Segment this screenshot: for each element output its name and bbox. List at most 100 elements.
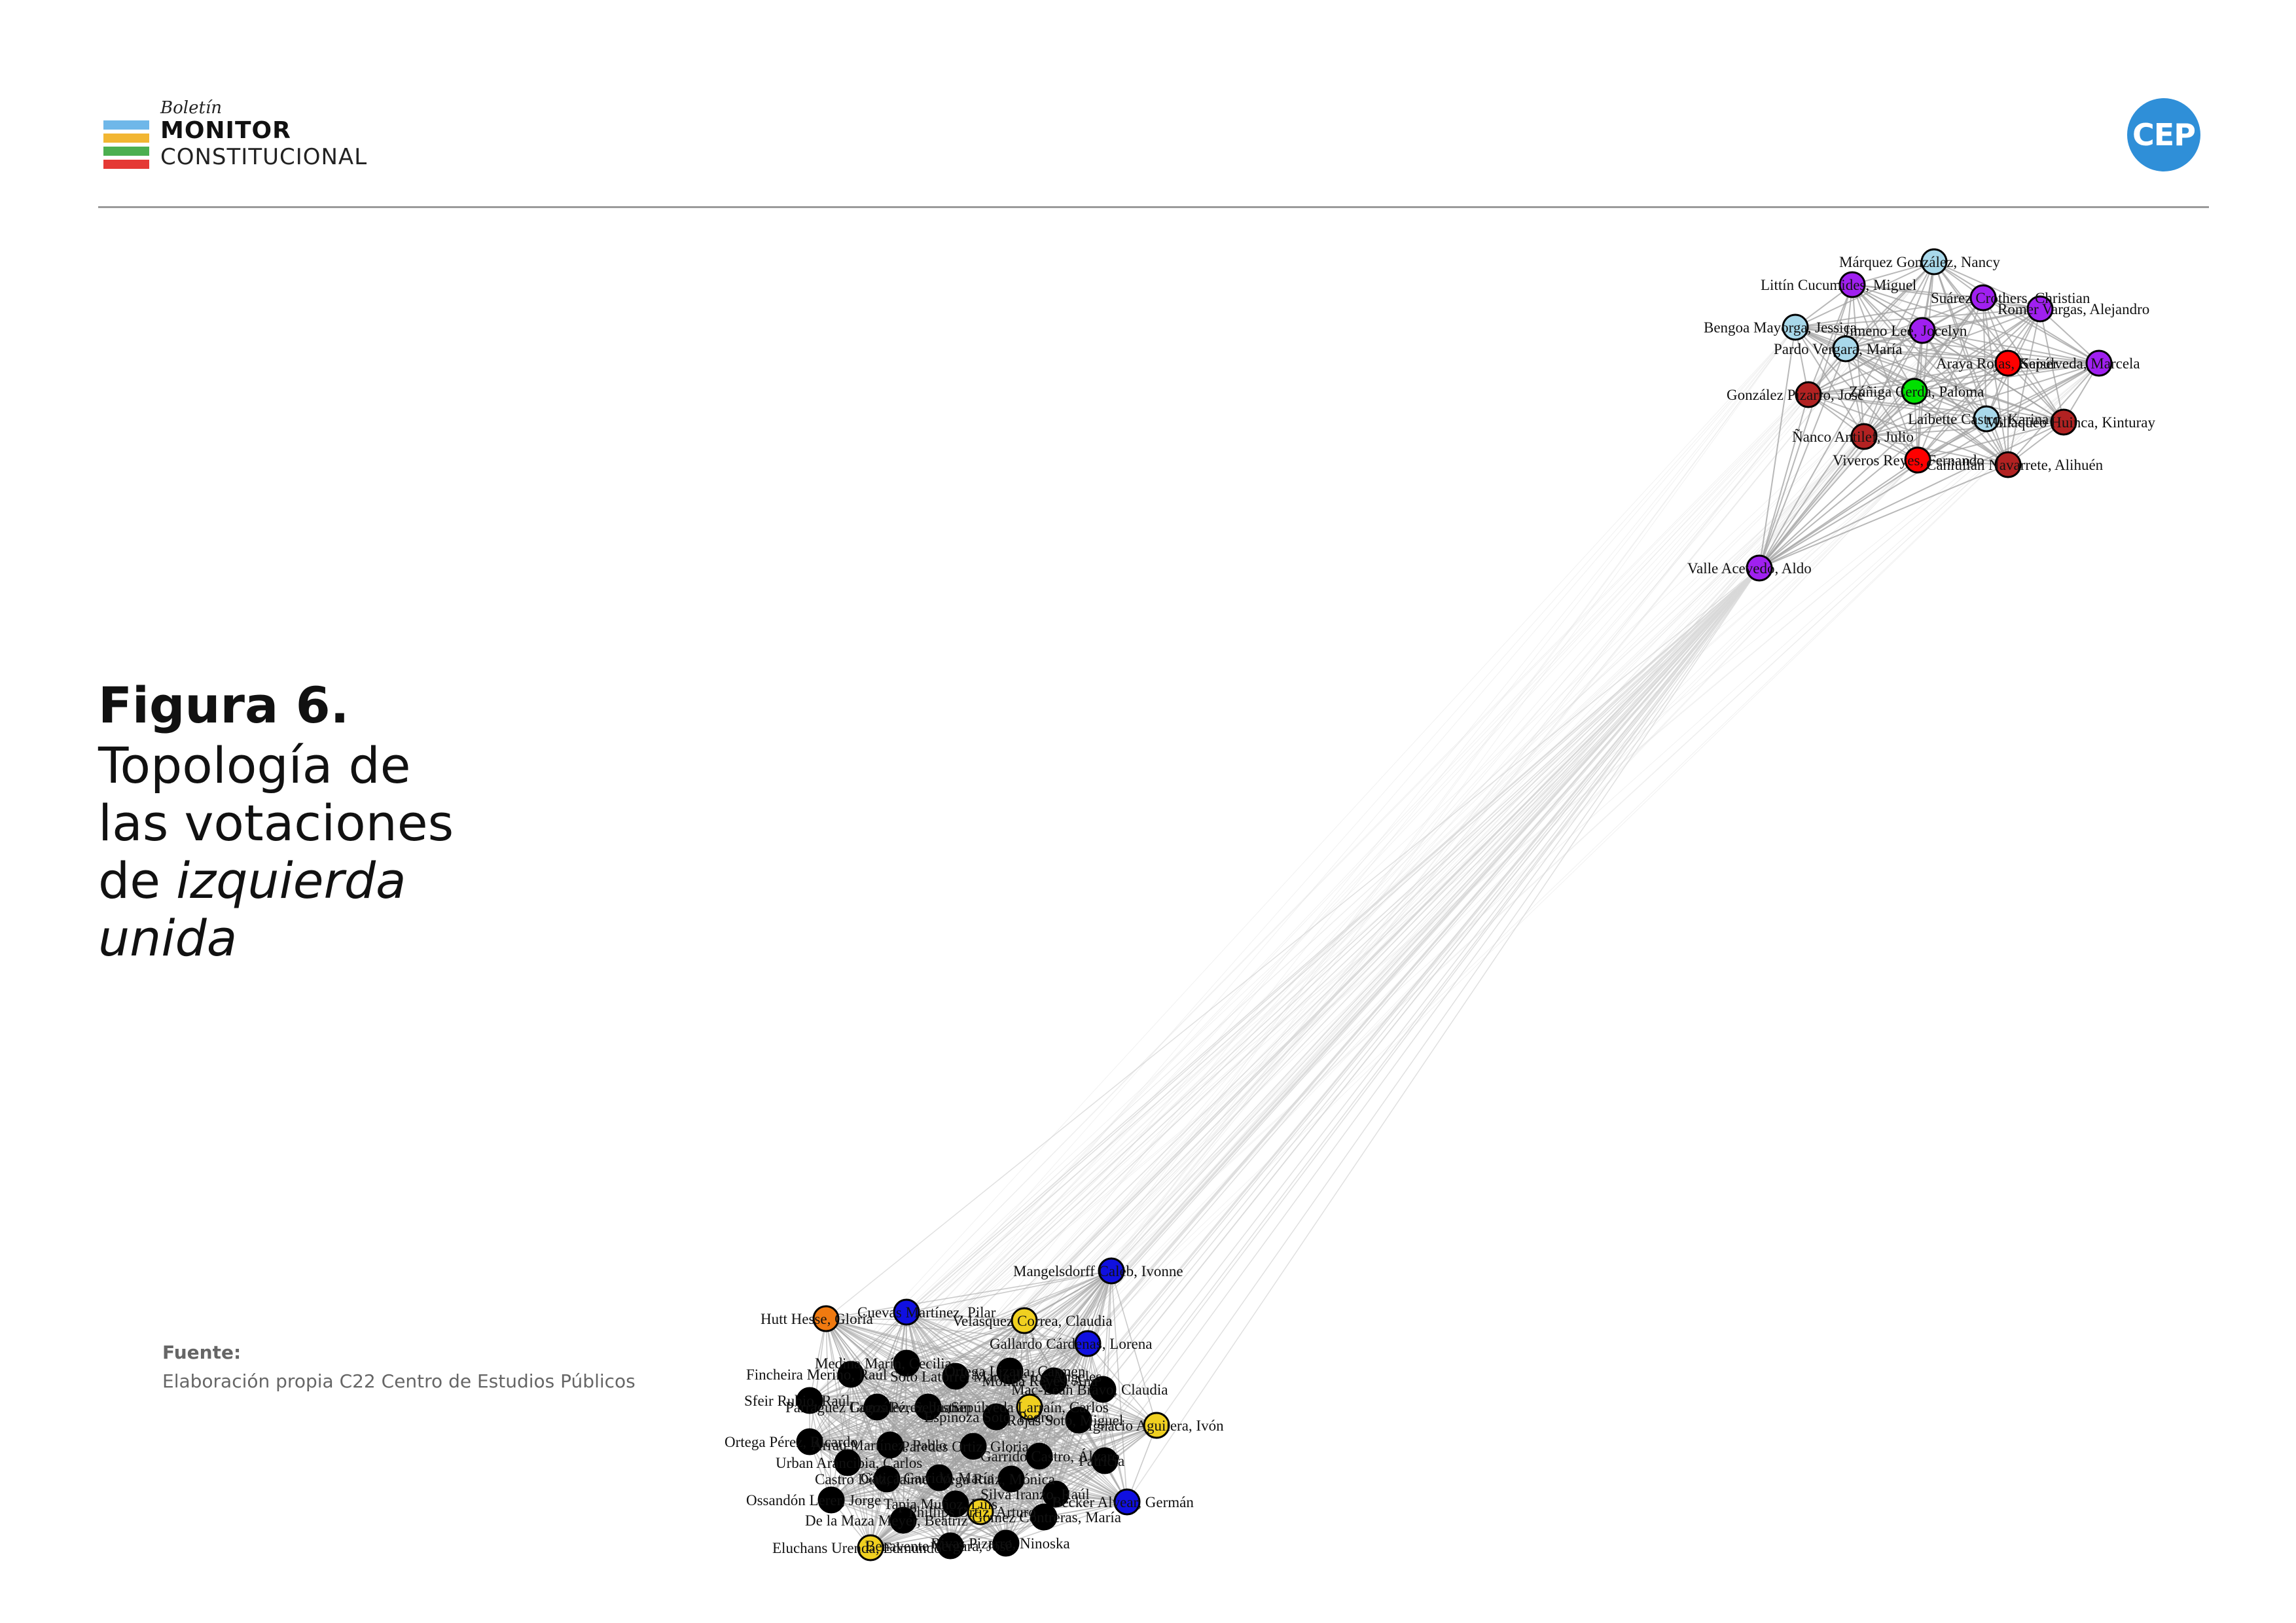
graph-edge [1808, 308, 2041, 395]
bottom-cluster-node-label: Silva Iranzo, Raúl [980, 1486, 1090, 1503]
bottom-cluster-node [889, 1507, 917, 1534]
graph-edge [1845, 348, 2009, 364]
graph-edge [1011, 1478, 1128, 1503]
graph-edge [809, 459, 1918, 1442]
top-cluster-node-label: Sepúlveda, Marcela [2020, 355, 2140, 372]
graph-edge [996, 1416, 1105, 1461]
graph-edge [870, 1444, 891, 1548]
logo-bars-icon [103, 120, 149, 170]
bottom-cluster-node [1026, 1442, 1053, 1470]
graph-edge [1852, 261, 1935, 285]
graph-edge [927, 1406, 1157, 1426]
top-cluster-edges [1759, 261, 2100, 569]
bottom-cluster-node-label: Benavente Vergara, José [865, 1538, 1013, 1554]
graph-edge [850, 1370, 1011, 1375]
top-cluster-node [1994, 349, 2022, 377]
graph-edge [927, 1406, 956, 1505]
top-cluster-node [1909, 317, 1936, 344]
bottom-cluster-node-label: Mac-Lean Bravo, Claudia [1011, 1382, 1168, 1398]
graph-edge [906, 297, 1984, 1364]
figure-label: Figura 6. [98, 676, 350, 734]
bottom-cluster-node-label: Sepúlveda Larraín, Carlos [951, 1399, 1109, 1416]
source-text: Elaboración propia C22 Centro de Estudio… [162, 1370, 636, 1392]
top-cluster-node [2050, 408, 2077, 436]
source-note: Fuente: Elaboración propia C22 Centro de… [162, 1338, 636, 1396]
graph-edge [903, 1520, 1007, 1544]
graph-edge [809, 1318, 827, 1442]
graph-edge [870, 1511, 981, 1548]
graph-edge [996, 1416, 1056, 1495]
bottom-cluster-node [1011, 1307, 1038, 1334]
bottom-cluster-node [1030, 1503, 1058, 1531]
graph-edge [889, 1416, 997, 1446]
graph-edge [1863, 418, 1987, 437]
graph-edge [1111, 391, 1915, 1272]
graph-edge [886, 348, 1846, 1480]
figure-title-line-3: de izquierda [98, 852, 556, 910]
graph-edge [1808, 261, 1935, 395]
graph-edge [889, 1444, 1012, 1480]
graph-edge [825, 1318, 1157, 1426]
bottom-cluster-node-label: Gallardo Cárdenas, Lorena [990, 1336, 1152, 1352]
graph-edge [876, 1380, 1054, 1408]
graph-edge [906, 1311, 1088, 1344]
graph-edge [903, 327, 1796, 1521]
graph-edge [809, 327, 1796, 1442]
graph-edge [1111, 1270, 1157, 1426]
top-cluster-node [1973, 405, 2000, 433]
bottom-cluster-node-label: De la Maza Meyer, Beatriz [805, 1512, 968, 1529]
logo-text: Boletín MONITOR CONSTITUCIONAL [160, 98, 367, 170]
graph-edge [1759, 459, 1918, 569]
graph-edge [831, 1460, 1105, 1501]
graph-edge [889, 1444, 951, 1546]
graph-edge [886, 1478, 951, 1546]
graph-edge [889, 261, 1935, 1446]
graph-edge [1759, 436, 1865, 569]
bottom-cluster-node-label: Paredes Ortiz, Gloria [901, 1438, 1029, 1455]
graph-edge [876, 567, 1760, 1408]
graph-nodes [796, 248, 2113, 1561]
graph-edge [809, 1318, 827, 1401]
figure-title-line-3-italic: izquierda [176, 851, 406, 910]
graph-edge [927, 1406, 1007, 1544]
bottom-cluster-node-label: Ortega Pérez, Ricardo [725, 1434, 858, 1450]
graph-edge [831, 1499, 956, 1505]
graph-edge [903, 363, 2100, 1521]
source-label: Fuente: [162, 1342, 242, 1363]
bottom-cluster-node-label: Eluchans Urenda, Edmundo [772, 1540, 942, 1556]
graph-edge [1053, 1380, 1157, 1426]
top-cluster-node-label: Ñanco Antilef, Julio [1792, 429, 1914, 445]
bottom-cluster-node [873, 1465, 901, 1493]
graph-edge [809, 1311, 907, 1401]
bottom-cluster-node [837, 1361, 865, 1388]
graph-edge [809, 1406, 929, 1442]
graph-edge [809, 1380, 1054, 1401]
bottom-cluster-node-label: Fincheira Merino, Raúl [746, 1366, 887, 1383]
figure-title-line-3-prefix: de [98, 851, 177, 910]
top-cluster-node [1920, 248, 1948, 276]
top-cluster-node [1969, 284, 1997, 312]
logo-small-text: Boletín [160, 98, 222, 118]
graph-edge [939, 363, 2100, 1478]
graph-edge [1759, 363, 2009, 569]
graph-edge [886, 261, 1935, 1480]
graph-edge [1795, 327, 1923, 331]
graph-edge [825, 1318, 832, 1501]
graph-edge [1808, 391, 1915, 395]
bottom-cluster-node [876, 1431, 904, 1459]
graph-edge [1005, 567, 1760, 1544]
graph-edge [1795, 327, 2009, 465]
graph-edge [831, 1499, 1007, 1544]
graph-edge [876, 1311, 907, 1408]
graph-edge [1759, 394, 1809, 569]
graph-edge [825, 1318, 1088, 1344]
bottom-cluster-node [1091, 1447, 1119, 1474]
graph-edge [1126, 567, 1760, 1503]
graph-edge [809, 1400, 1105, 1461]
graph-edge [1845, 308, 2041, 349]
graph-edge [1852, 284, 2100, 364]
graph-edge [889, 348, 1846, 1446]
graph-edge [903, 1406, 929, 1521]
graph-edge [1111, 363, 2100, 1272]
